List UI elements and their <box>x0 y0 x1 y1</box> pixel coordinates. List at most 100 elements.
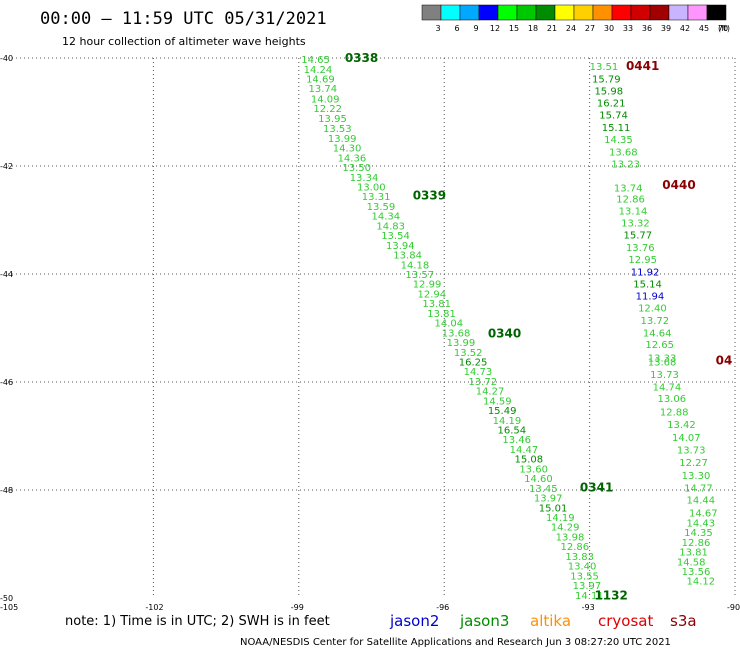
x-tick-label: -102 <box>145 603 163 612</box>
wave-height-value: 14.73 <box>464 367 493 378</box>
wave-height-value: 12.27 <box>679 458 708 469</box>
wave-height-value: 15.77 <box>624 231 653 242</box>
satellite-label-altika: altika <box>530 612 571 630</box>
x-tick-label: -99 <box>291 603 304 612</box>
wave-height-value: 15.49 <box>488 406 517 417</box>
wave-height-value: 14.34 <box>372 212 401 223</box>
wave-height-value: 16.25 <box>459 357 488 368</box>
scale-swatch <box>706 4 727 21</box>
axis-ticks: -40 -42 -44 -46 -48 -50-105 -102 -99 -96 -93 -90 <box>0 54 740 612</box>
wave-height-value: 13.00 <box>357 183 386 194</box>
wave-height-value: 11.94 <box>636 292 665 303</box>
wave-height-value: 13.34 <box>350 173 379 184</box>
scale-label: 70 <box>718 24 728 33</box>
wave-height-value: 13.52 <box>454 348 483 359</box>
scale-swatch <box>630 4 651 21</box>
scale-swatch <box>573 4 594 21</box>
wave-height-value: 13.46 <box>502 435 531 446</box>
wave-height-value: 13.53 <box>323 124 352 135</box>
wave-height-value: 13.31 <box>362 192 391 203</box>
wave-height-value: 14.24 <box>304 65 333 76</box>
scale-label: 6 <box>454 24 459 33</box>
scale-swatch <box>478 4 499 21</box>
wave-height-value: 14.11 <box>575 591 604 602</box>
pass-time-label: 0340 <box>488 326 521 340</box>
wave-height-value: 12.40 <box>638 303 667 314</box>
scale-label: 45 <box>699 24 709 33</box>
x-tick-label: -93 <box>582 603 595 612</box>
wave-height-value: 14.30 <box>333 144 362 155</box>
pass-time-label: 1132 <box>594 588 627 602</box>
wave-height-value: 13.97 <box>534 494 563 505</box>
scale-swatch <box>687 4 708 21</box>
wave-height-value: 13.97 <box>573 581 602 592</box>
wave-height-value: 14.60 <box>524 474 553 485</box>
wave-height-value: 13.74 <box>614 184 643 195</box>
scale-label: 39 <box>661 24 671 33</box>
pass-time-label: 0441 <box>626 59 659 73</box>
scale-label: 18 <box>528 24 538 33</box>
footer-credit: NOAA/NESDIS Center for Satellite Applica… <box>240 637 671 648</box>
wave-height-value: 14.83 <box>376 221 405 232</box>
scale-swatch <box>440 4 461 21</box>
scale-swatch <box>592 4 613 21</box>
wave-height-value: 13.68 <box>648 357 677 368</box>
y-tick-label: -44 <box>0 270 13 279</box>
wave-height-value: 14.58 <box>677 557 706 568</box>
y-tick-label: -40 <box>0 54 13 63</box>
wave-height-value: 13.95 <box>318 114 347 125</box>
wave-height-value: 14.59 <box>483 396 512 407</box>
scale-label: 15 <box>509 24 519 33</box>
wave-height-value: 13.81 <box>427 309 456 320</box>
satellite-label-cryosat: cryosat <box>598 612 653 630</box>
pass-time-label: 0341 <box>580 480 613 494</box>
wave-height-value: 14.67 <box>689 509 718 520</box>
wave-height-values: 14.6514.2414.6913.7414.0912.2213.9513.53… <box>301 55 717 602</box>
scale-label: 24 <box>566 24 576 33</box>
scale-swatch <box>421 4 442 21</box>
wave-height-value: 15.08 <box>514 455 543 466</box>
satellite-label-jason2: jason2 <box>389 612 439 630</box>
scale-label: 42 <box>680 24 690 33</box>
wave-height-value: 13.55 <box>570 571 599 582</box>
wave-height-value: 13.23 <box>611 159 640 170</box>
wave-height-value: 13.73 <box>677 446 706 457</box>
wave-height-value: 13.83 <box>565 552 594 563</box>
wave-height-value: 13.40 <box>568 562 597 573</box>
wave-height-value: 13.06 <box>657 394 686 405</box>
x-tick-label: -90 <box>727 603 740 612</box>
scale-label: 36 <box>642 24 652 33</box>
x-tick-label: -96 <box>436 603 449 612</box>
wave-height-value: 13.57 <box>405 270 434 281</box>
pass-time-label: 0339 <box>413 189 446 203</box>
wave-height-value: 13.73 <box>650 370 679 381</box>
wave-height-value: 16.21 <box>597 98 626 109</box>
pass-time-label: 0338 <box>345 51 378 65</box>
wave-height-value: 15.79 <box>592 75 621 86</box>
wave-height-value: 16.54 <box>498 426 527 437</box>
wave-height-value: 13.81 <box>679 548 708 559</box>
wave-height-value: 13.94 <box>386 241 415 252</box>
wave-height-value: 14.44 <box>687 496 716 507</box>
wave-height-value: 13.56 <box>682 567 711 578</box>
scale-label: 27 <box>585 24 595 33</box>
wave-height-value: 13.84 <box>393 251 422 262</box>
scale-swatch <box>611 4 632 21</box>
wave-height-value: 15.74 <box>599 111 628 122</box>
wave-height-color-scale: 3 6 9 12 15 18 21 24 27 30 33 36 39 42 45 70(ft) <box>421 4 730 33</box>
wave-height-value: 13.59 <box>367 202 396 213</box>
wave-height-value: 13.50 <box>342 163 371 174</box>
wave-height-value: 13.99 <box>328 134 357 145</box>
y-tick-label: -50 <box>0 594 13 603</box>
scale-label: 3 <box>435 24 440 33</box>
wave-height-value: 14.12 <box>687 577 716 588</box>
wave-height-value: 14.18 <box>401 260 430 271</box>
scale-swatch <box>668 4 689 21</box>
wave-height-value: 12.95 <box>628 255 657 266</box>
wave-height-value: 12.88 <box>660 408 689 419</box>
y-tick-label: -46 <box>0 378 13 387</box>
pass-time-label: 0440 <box>662 178 695 192</box>
scale-swatch <box>516 4 537 21</box>
scale-swatch <box>649 4 670 21</box>
